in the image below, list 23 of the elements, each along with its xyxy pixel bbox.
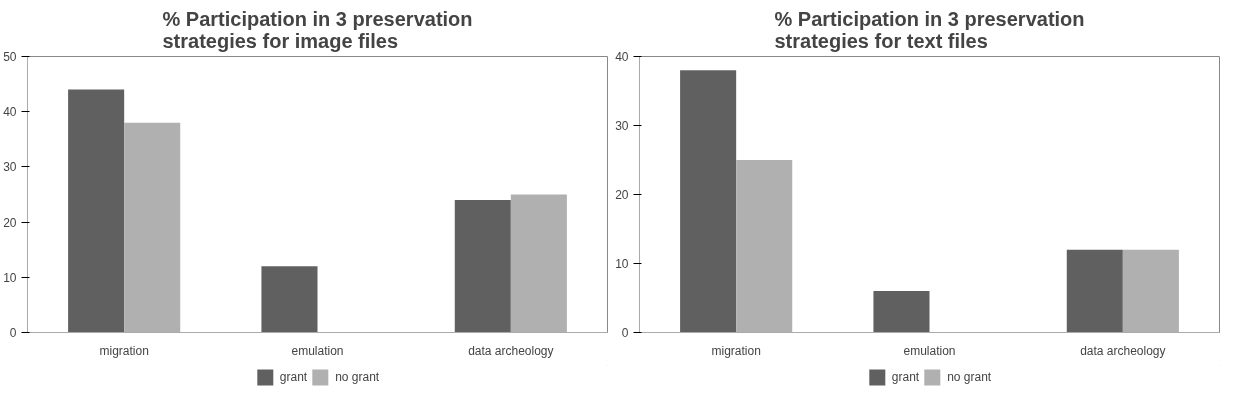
y-tick-label: 10 (3, 270, 17, 285)
y-tick-label: 40 (3, 105, 17, 120)
y-tick-label: 30 (3, 160, 17, 175)
y-tick-label: 0 (9, 326, 17, 340)
x-tick-label: emulation (903, 343, 956, 358)
x-tick-label: emulation (291, 343, 344, 358)
x-tick-label: migration (99, 343, 149, 358)
legend-label: grant (279, 370, 308, 384)
y-tick-label: 20 (615, 188, 629, 202)
legend-label: grant (891, 370, 920, 384)
x-tick-label: data archeology (1080, 343, 1166, 358)
chart-title: % Participation in 3 preservation strategies for image files (162, 7, 473, 52)
x-tick-label: data archeology (468, 343, 554, 358)
chart-title: % Participation in 3 preservation strategies for text files (774, 7, 1085, 52)
y-tick-label: 40 (615, 50, 629, 64)
legend-label: no grant (335, 370, 380, 384)
x-tick-label: migration (711, 343, 761, 358)
y-tick-label: 30 (615, 119, 629, 133)
y-tick-label: 20 (3, 215, 17, 230)
y-tick-label: 0 (621, 326, 629, 340)
y-tick-label: 10 (615, 257, 629, 271)
legend-label: no grant (947, 370, 992, 384)
y-tick-label: 50 (3, 50, 17, 64)
